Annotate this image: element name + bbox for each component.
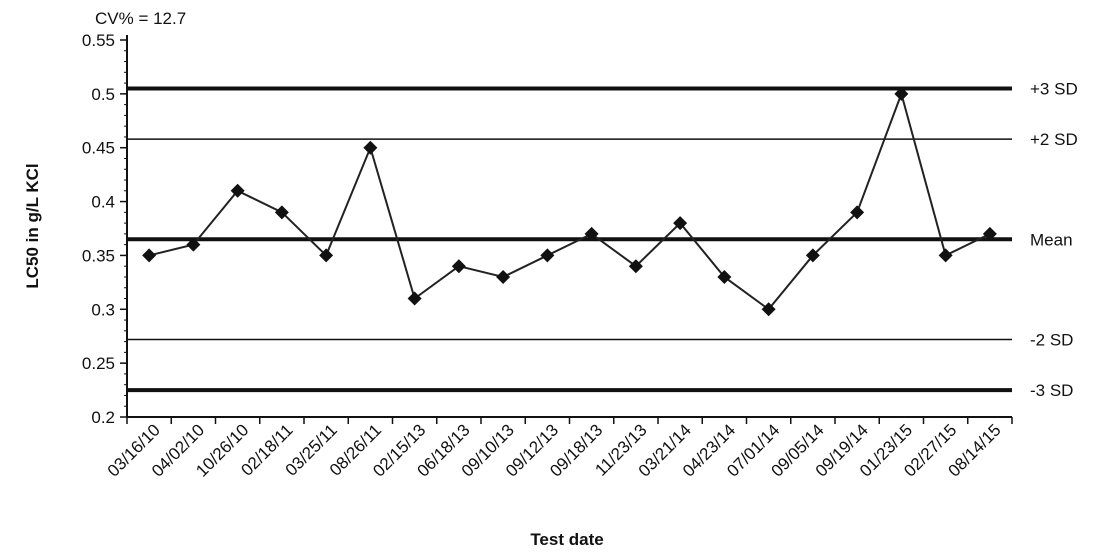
data-point bbox=[673, 216, 688, 231]
y-tick-label: 0.45 bbox=[82, 139, 115, 158]
data-point bbox=[761, 302, 776, 317]
data-point bbox=[363, 140, 378, 155]
data-point bbox=[850, 205, 865, 220]
data-point bbox=[938, 248, 953, 263]
y-tick-label: 0.4 bbox=[91, 193, 115, 212]
cv-annotation: CV% = 12.7 bbox=[95, 9, 186, 28]
y-axis-title: LC50 in g/L KCl bbox=[23, 163, 42, 288]
y-tick-label: 0.5 bbox=[91, 85, 115, 104]
reference-line-label: +3 SD bbox=[1030, 79, 1078, 98]
data-point bbox=[142, 248, 157, 263]
reference-line-label: +2 SD bbox=[1030, 130, 1078, 149]
data-point bbox=[717, 269, 732, 284]
data-point bbox=[540, 248, 555, 263]
data-point bbox=[982, 226, 997, 241]
reference-line-label: -2 SD bbox=[1030, 330, 1073, 349]
y-tick-label: 0.3 bbox=[91, 300, 115, 319]
x-axis-title: Test date bbox=[530, 530, 603, 549]
data-point bbox=[451, 259, 466, 274]
data-point bbox=[407, 291, 422, 306]
y-tick-label: 0.2 bbox=[91, 408, 115, 427]
data-point bbox=[496, 269, 511, 284]
y-tick-label: 0.35 bbox=[82, 246, 115, 265]
y-tick-label: 0.25 bbox=[82, 354, 115, 373]
reference-lines: +3 SD +2 SD Mean -2 SD -3 SD bbox=[127, 79, 1078, 418]
data-series bbox=[142, 86, 997, 317]
data-point bbox=[319, 248, 334, 263]
series-line bbox=[148, 90, 991, 311]
reference-line-label: -3 SD bbox=[1030, 381, 1073, 400]
data-point bbox=[584, 226, 599, 241]
data-point bbox=[628, 259, 643, 274]
data-point bbox=[805, 248, 820, 263]
reference-line-label: Mean bbox=[1030, 230, 1073, 249]
data-point bbox=[230, 183, 245, 198]
data-point bbox=[274, 205, 289, 220]
data-point bbox=[186, 237, 201, 252]
y-tick-label: 0.55 bbox=[82, 31, 115, 50]
data-point bbox=[894, 86, 909, 101]
